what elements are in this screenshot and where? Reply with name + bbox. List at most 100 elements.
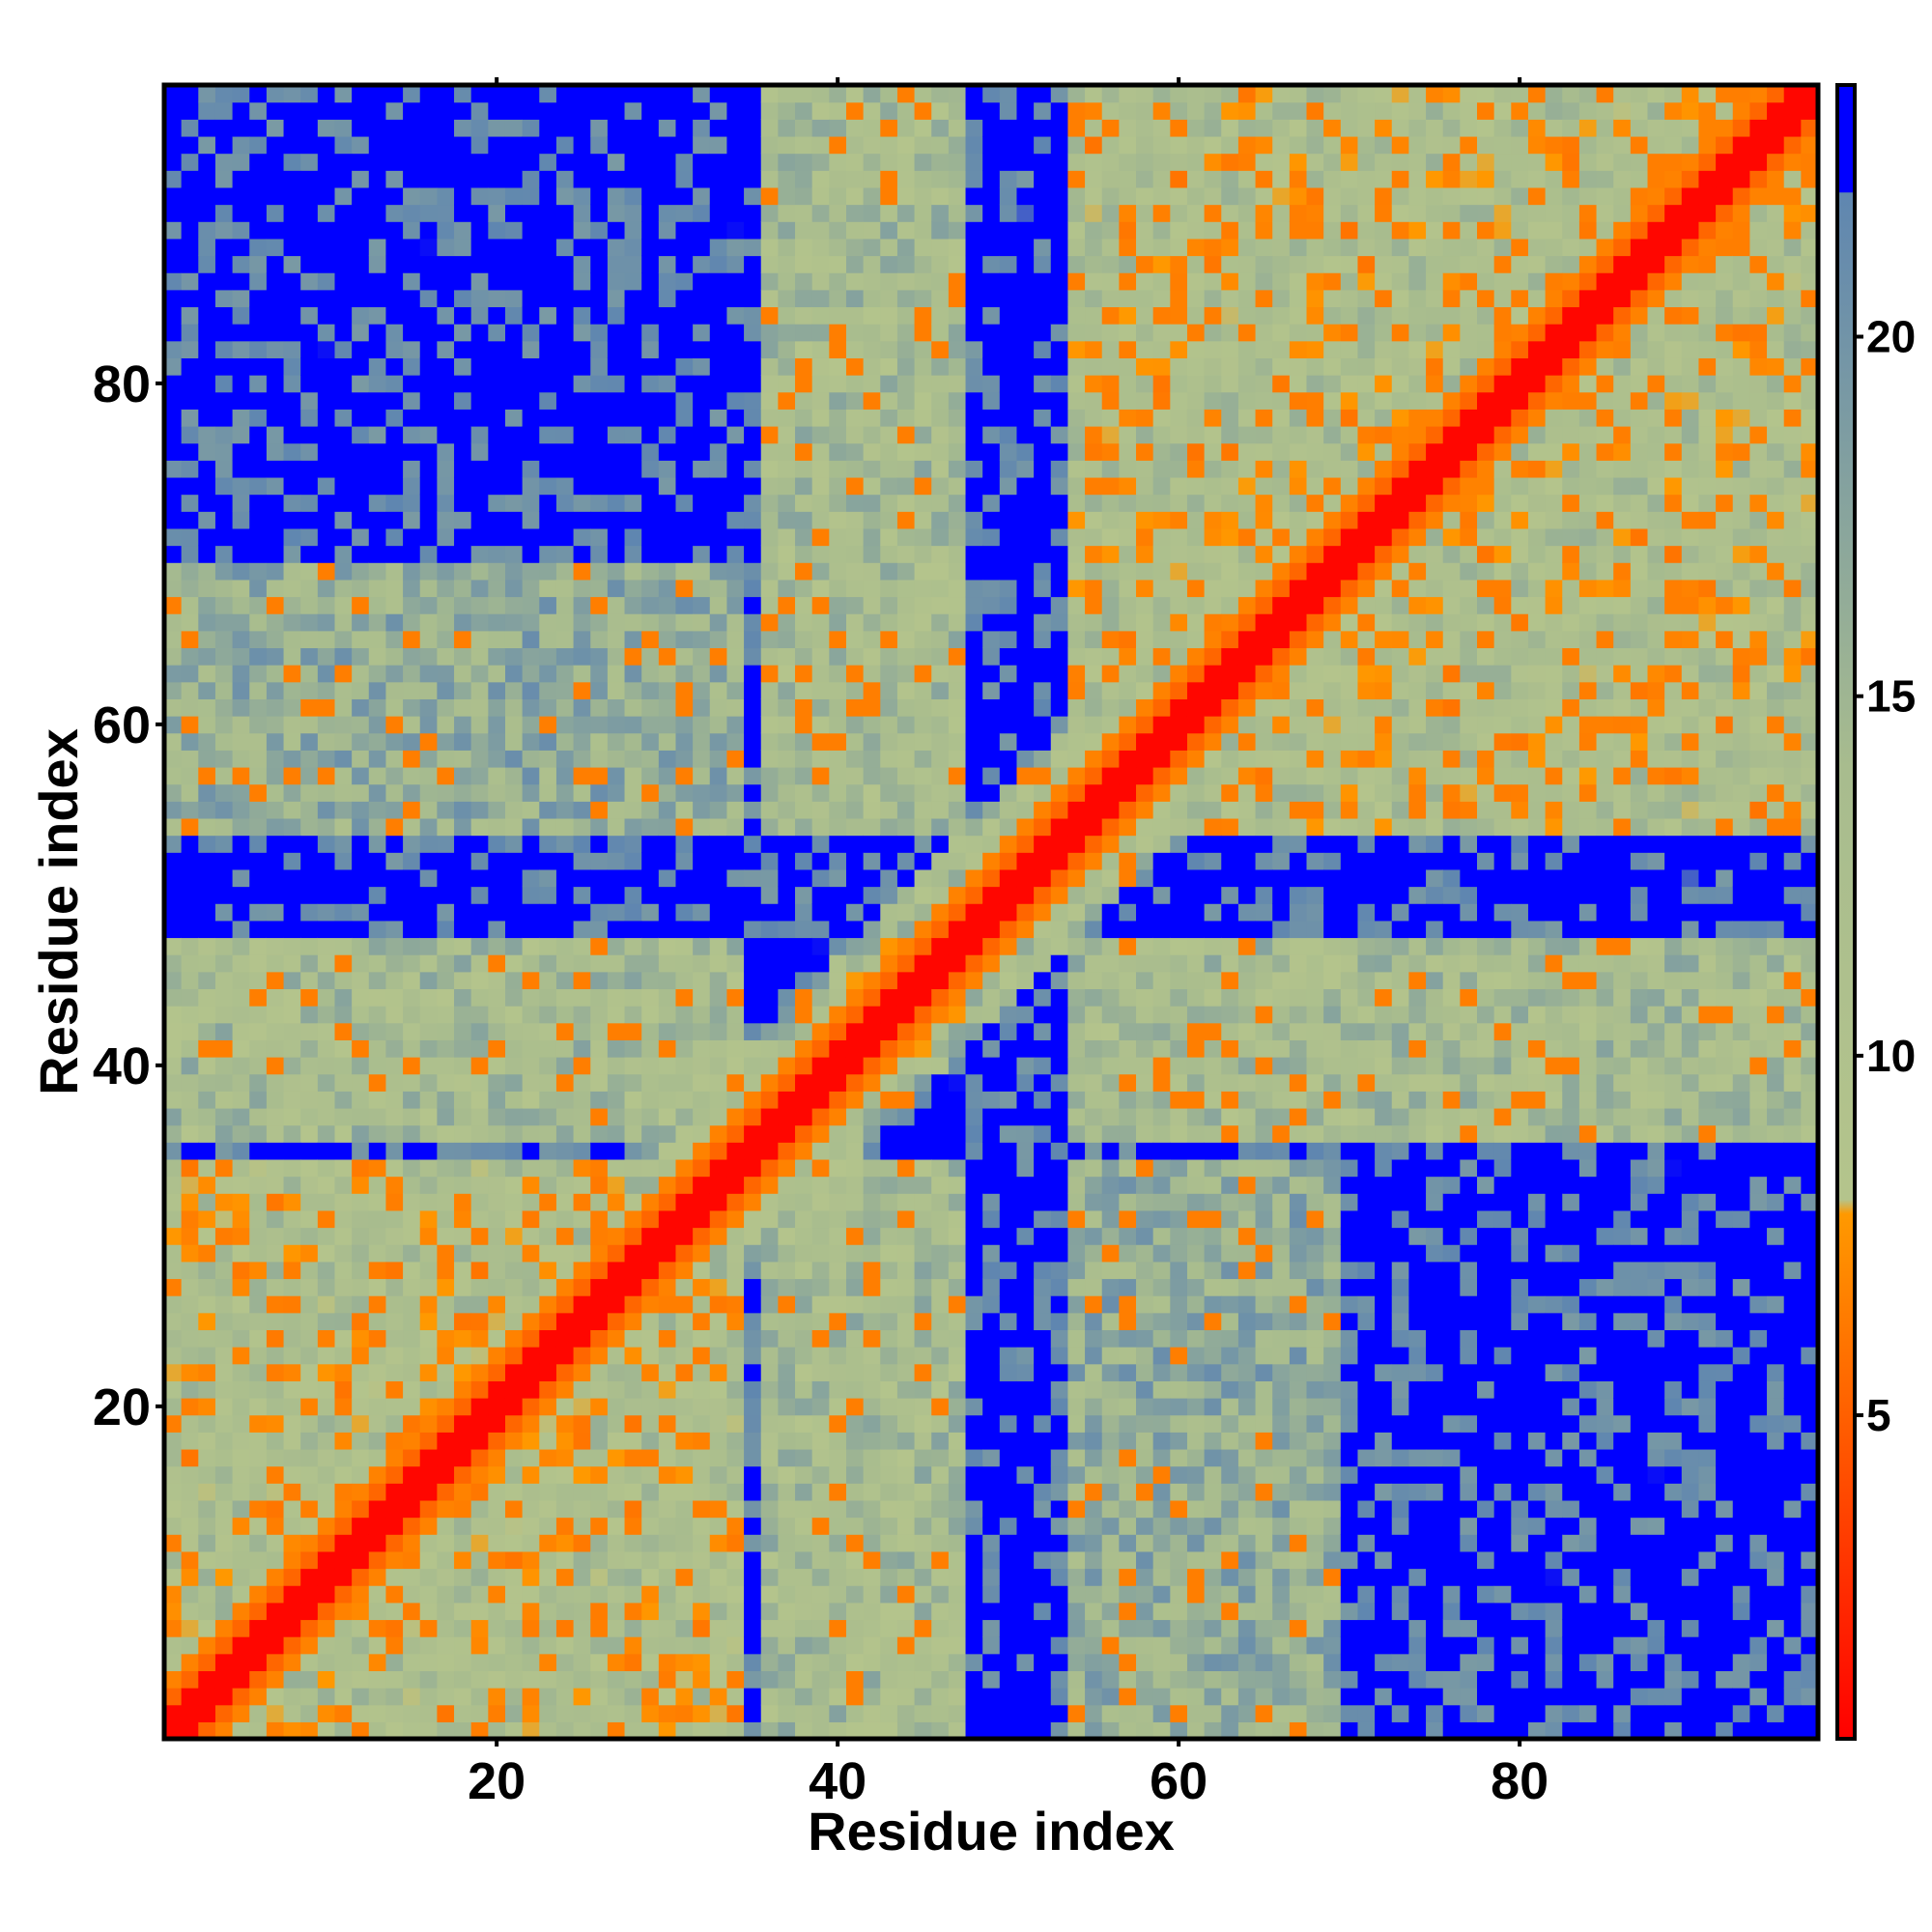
heatmap-cell <box>385 716 404 734</box>
heatmap-cell <box>914 511 932 529</box>
heatmap-cell <box>266 1142 285 1160</box>
heatmap-cell <box>198 1550 216 1570</box>
heatmap-cell <box>778 1073 796 1092</box>
heatmap-cell <box>829 1585 847 1604</box>
heatmap-cell <box>590 681 609 699</box>
heatmap-cell <box>999 954 1018 973</box>
heatmap-cell <box>1034 1704 1052 1722</box>
heatmap-cell <box>880 1073 898 1092</box>
heatmap-cell <box>880 1688 898 1706</box>
heatmap-cell <box>624 801 642 819</box>
heatmap-cell <box>283 153 301 171</box>
heatmap-cell <box>249 1550 268 1570</box>
heatmap-cell <box>624 442 642 461</box>
heatmap-cell <box>419 1124 438 1143</box>
heatmap-cell <box>198 1073 216 1092</box>
heatmap-cell <box>641 1550 660 1570</box>
heatmap-cell <box>931 1688 950 1706</box>
heatmap-cell <box>368 817 387 837</box>
heatmap-cell <box>948 1073 967 1092</box>
heatmap-cell <box>419 1550 438 1570</box>
heatmap-cell <box>164 289 183 308</box>
heatmap-cell <box>352 716 370 734</box>
heatmap-cell <box>880 511 898 529</box>
heatmap-cell <box>232 1704 250 1722</box>
heatmap-cell <box>470 186 489 206</box>
heatmap-cell <box>470 716 489 734</box>
heatmap-cell <box>300 783 319 802</box>
heatmap-cell <box>863 1193 881 1211</box>
heatmap-cell <box>385 255 404 273</box>
heatmap-cell <box>419 1517 438 1535</box>
heatmap-cell <box>181 579 199 598</box>
heatmap-cell <box>931 476 950 496</box>
heatmap-cell <box>760 119 779 137</box>
heatmap-cell <box>352 1653 370 1671</box>
heatmap-cell <box>726 135 745 155</box>
heatmap-cell <box>880 1006 898 1024</box>
heatmap-cell <box>232 476 250 496</box>
heatmap-cell <box>488 101 506 120</box>
heatmap-cell <box>675 852 694 870</box>
heatmap-cell <box>693 1432 711 1450</box>
heatmap-cell <box>214 511 234 529</box>
heatmap-cell <box>573 1142 591 1160</box>
heatmap-cell <box>504 1022 524 1040</box>
heatmap-cell <box>352 1006 370 1024</box>
heatmap-cell <box>555 665 575 683</box>
heatmap-cell <box>488 647 506 666</box>
heatmap-cell <box>931 868 950 888</box>
heatmap-cell <box>214 460 234 478</box>
heatmap-cell <box>522 135 540 155</box>
heatmap-cell <box>744 1057 762 1075</box>
heatmap-cell <box>317 153 336 171</box>
heatmap-cell <box>555 1688 575 1706</box>
heatmap-cell <box>709 1499 728 1519</box>
heatmap-cell <box>283 801 301 819</box>
heatmap-cell <box>658 255 677 273</box>
heatmap-cell <box>607 647 626 666</box>
heatmap-cell <box>419 1414 438 1433</box>
heatmap-cell <box>1016 221 1035 240</box>
heatmap-cell <box>334 1091 353 1109</box>
heatmap-cell <box>352 937 370 955</box>
heatmap-cell <box>488 1585 506 1604</box>
heatmap-cell <box>675 647 694 666</box>
heatmap-cell <box>317 460 336 478</box>
heatmap-cell <box>555 204 575 222</box>
heatmap-cell <box>829 1347 847 1365</box>
heatmap-cell <box>726 1499 745 1519</box>
heatmap-cell <box>863 494 881 512</box>
heatmap-cell <box>368 1091 387 1109</box>
heatmap-cell <box>744 698 762 717</box>
heatmap-cell <box>539 545 557 563</box>
heatmap-cell <box>437 1227 455 1245</box>
heatmap-cell <box>385 1124 404 1143</box>
heatmap-cell <box>624 204 642 222</box>
heatmap-cell <box>232 835 250 853</box>
heatmap-cell <box>573 1091 591 1109</box>
heatmap-cell <box>283 255 301 273</box>
heatmap-cell <box>504 85 524 103</box>
heatmap-cell <box>948 1448 967 1467</box>
heatmap-cell <box>914 903 932 922</box>
heatmap-cell <box>539 1278 557 1296</box>
heatmap-cell <box>829 1261 847 1280</box>
heatmap-cell <box>522 255 540 273</box>
heatmap-cell <box>590 665 609 683</box>
heatmap-cell <box>693 1193 711 1211</box>
heatmap-cell <box>539 698 557 717</box>
heatmap-cell <box>965 937 983 955</box>
heatmap-cell <box>488 1602 506 1621</box>
heatmap-cell <box>760 647 779 666</box>
heatmap-cell <box>454 1278 472 1296</box>
heatmap-cell <box>266 272 285 291</box>
heatmap-cell <box>437 1432 455 1450</box>
heatmap-cell <box>437 783 455 802</box>
heatmap-cell <box>744 920 762 939</box>
heatmap-cell <box>403 1414 421 1433</box>
heatmap-cell <box>965 1057 983 1075</box>
heatmap-cell <box>829 1107 847 1126</box>
heatmap-cell <box>368 306 387 325</box>
heatmap-cell <box>658 783 677 802</box>
